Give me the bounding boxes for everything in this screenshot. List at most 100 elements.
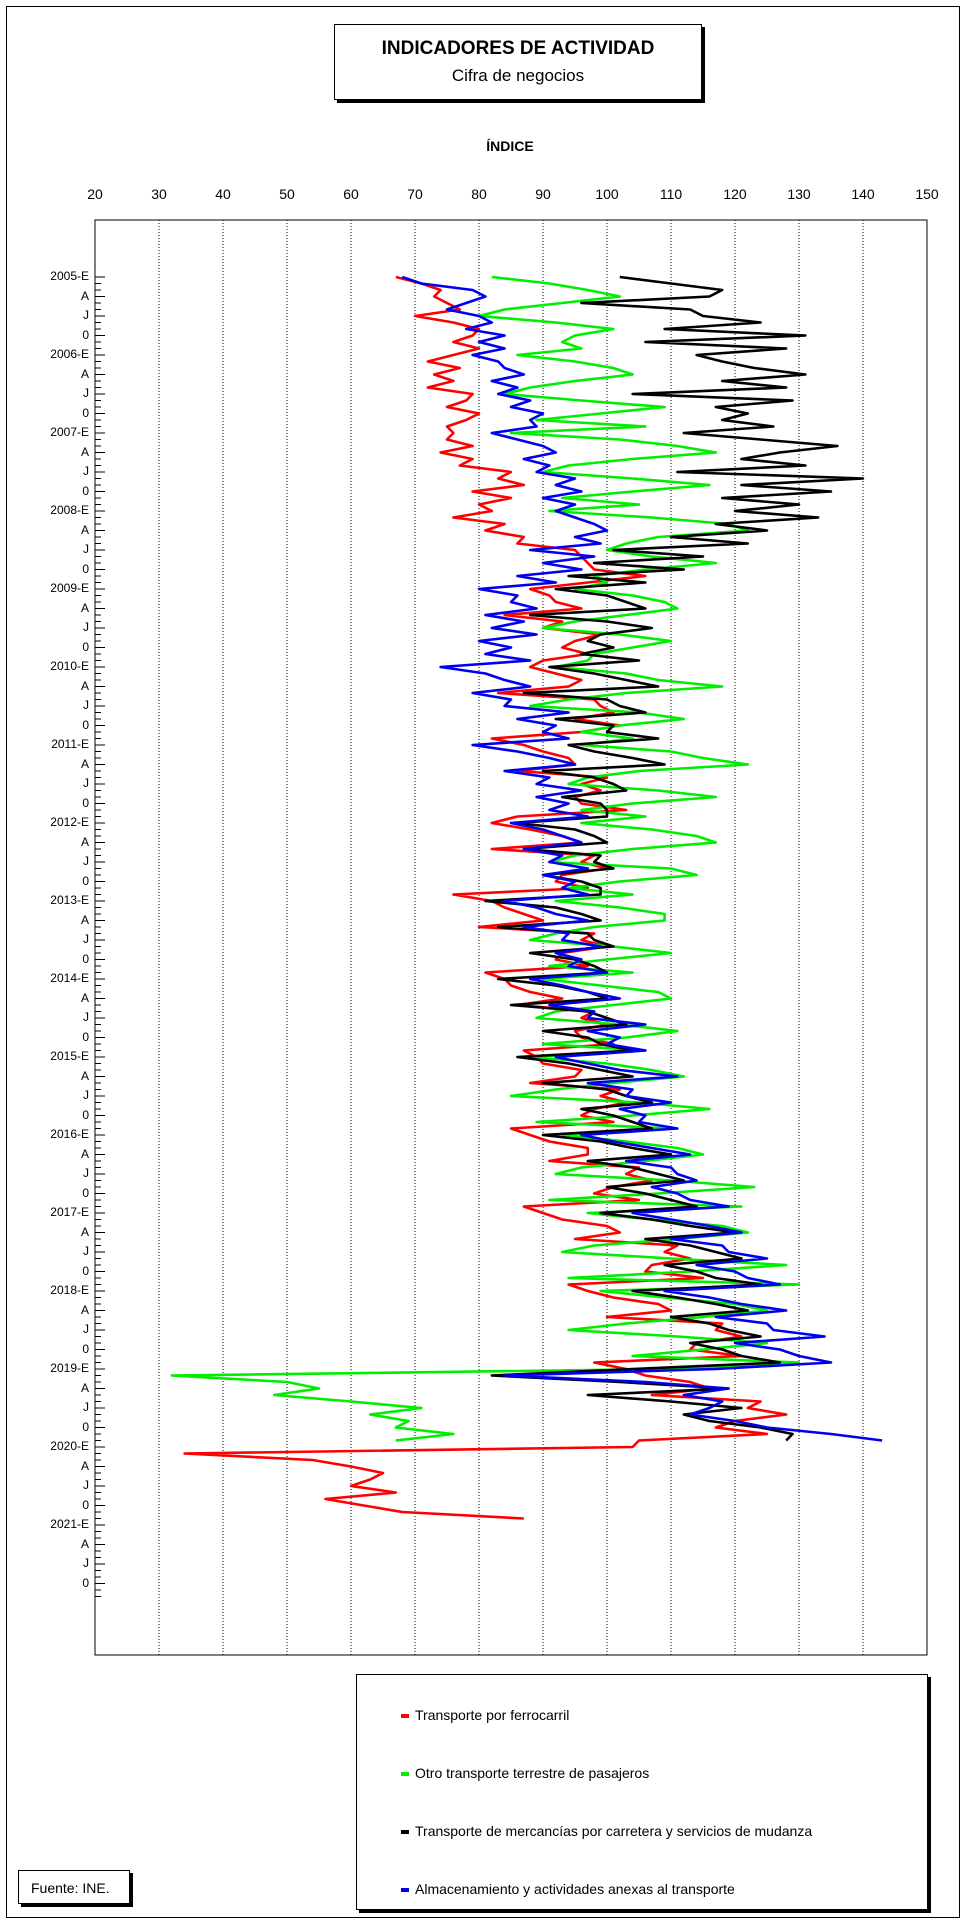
legend: Transporte por ferrocarril Otro transpor… — [356, 1674, 928, 1910]
y-tick-label: 2020-E — [50, 1439, 89, 1453]
y-tick-label: 0 — [82, 1263, 89, 1278]
legend-label: Almacenamiento y actividades anexas al t… — [415, 1881, 735, 1897]
x-tick-label: 80 — [471, 186, 487, 202]
y-tick-label: 2019-E — [50, 1361, 89, 1375]
y-tick-label: 2012-E — [50, 815, 89, 829]
y-tick-label: 0 — [82, 327, 89, 342]
y-tick-label: 0 — [82, 795, 89, 810]
y-tick-label: A — [80, 756, 89, 771]
x-tick-label: 70 — [407, 186, 423, 202]
y-tick-label: 0 — [82, 1029, 89, 1044]
y-tick-label: A — [80, 834, 89, 849]
y-tick-label: 0 — [82, 1497, 89, 1512]
legend-item-mercancias: Transporte de mercancías por carretera y… — [401, 1823, 812, 1839]
y-tick-label: 0 — [82, 639, 89, 654]
y-tick-label: 2018-E — [50, 1283, 89, 1297]
y-tick-label: A — [80, 522, 89, 537]
y-tick-label: 0 — [82, 717, 89, 732]
x-tick-label: 110 — [659, 186, 683, 202]
y-tick-label: A — [80, 1458, 89, 1473]
y-tick-label: 2006-E — [50, 347, 89, 361]
y-tick-label: J — [83, 1556, 89, 1570]
y-tick-label: 2014-E — [50, 971, 89, 985]
series-line-1 — [183, 275, 788, 1520]
x-tick-label: 30 — [151, 186, 167, 202]
y-tick-label: A — [80, 444, 89, 459]
y-tick-label: A — [80, 1302, 89, 1317]
y-tick-label: J — [83, 1244, 89, 1258]
y-tick-label: 2011-E — [51, 737, 89, 751]
y-tick-label: J — [83, 1400, 89, 1414]
y-tick-label: A — [80, 288, 89, 303]
y-tick-label: J — [83, 1322, 89, 1336]
y-tick-label: 0 — [82, 951, 89, 966]
y-tick-label: 2010-E — [50, 659, 89, 673]
x-tick-label: 90 — [535, 186, 551, 202]
y-tick-label: 0 — [82, 405, 89, 420]
y-tick-label: A — [80, 1146, 89, 1161]
series-line-4 — [401, 275, 883, 1442]
legend-item-almacenamiento: Almacenamiento y actividades anexas al t… — [401, 1881, 735, 1897]
y-tick-label: J — [83, 308, 89, 322]
x-tick-label: 20 — [87, 186, 103, 202]
x-tick-label: 120 — [723, 186, 747, 202]
y-tick-label: 0 — [82, 873, 89, 888]
y-tick-label: A — [80, 366, 89, 381]
y-tick-label: J — [83, 620, 89, 634]
y-tick-label: J — [83, 1478, 89, 1492]
y-tick-label: J — [83, 932, 89, 946]
y-tick-label: A — [80, 1224, 89, 1239]
y-tick-label: A — [80, 1068, 89, 1083]
y-tick-label: J — [83, 464, 89, 478]
plot-border — [94, 219, 928, 1656]
y-tick-label: 0 — [82, 1575, 89, 1590]
legend-swatch-blue — [401, 1888, 409, 1893]
y-tick-label: 2005-E — [50, 269, 89, 283]
y-tick-label: A — [80, 912, 89, 927]
x-tick-label: 130 — [787, 186, 811, 202]
y-tick-label: J — [83, 1166, 89, 1180]
y-tick-label: J — [83, 386, 89, 400]
y-tick-label: J — [83, 1010, 89, 1024]
y-tick-label: 0 — [82, 1341, 89, 1356]
y-tick-label: 2009-E — [50, 581, 89, 595]
y-tick-label: J — [83, 776, 89, 790]
series-line-2 — [170, 275, 801, 1442]
chart-title: INDICADORES DE ACTIVIDAD — [381, 38, 655, 59]
legend-item-ferrocarril: Transporte por ferrocarril — [401, 1707, 569, 1723]
y-tick-label: 2016-E — [50, 1127, 89, 1141]
y-tick-label: A — [80, 678, 89, 693]
y-tick-label: A — [80, 1536, 89, 1551]
legend-label: Otro transporte terrestre de pasajeros — [415, 1765, 650, 1781]
y-tick-label: A — [80, 990, 89, 1005]
y-tick-label: 2013-E — [50, 893, 89, 907]
legend-swatch-red — [401, 1714, 409, 1719]
source-note: Fuente: INE. — [18, 1870, 130, 1904]
series-line-3 — [484, 275, 865, 1442]
y-tick-label: J — [83, 854, 89, 868]
y-tick-label: 2015-E — [50, 1049, 89, 1063]
chart-subtitle: Cifra de negocios — [451, 66, 585, 85]
y-tick-label: 2021-E — [50, 1517, 89, 1531]
title-box: INDICADORES DE ACTIVIDAD Cifra de negoci… — [334, 24, 702, 100]
y-tick-label: A — [80, 1380, 89, 1395]
x-tick-label: 40 — [215, 186, 231, 202]
legend-label: Transporte por ferrocarril — [415, 1707, 570, 1723]
y-tick-label: 2007-E — [50, 425, 89, 439]
y-tick-label: A — [80, 600, 89, 615]
y-tick-label: 0 — [82, 561, 89, 576]
y-tick-label: 2008-E — [50, 503, 89, 517]
x-tick-label: 140 — [851, 186, 875, 202]
y-tick-label: 0 — [82, 483, 89, 498]
y-tick-label: J — [83, 1088, 89, 1102]
y-tick-label: 0 — [82, 1419, 89, 1434]
x-tick-label: 150 — [915, 186, 939, 202]
y-tick-label: J — [83, 542, 89, 556]
x-axis-title: ÍNDICE — [486, 138, 534, 154]
y-tick-label: 2017-E — [50, 1205, 89, 1219]
legend-swatch-black — [401, 1830, 409, 1835]
x-tick-label: 100 — [595, 186, 619, 202]
legend-label: Transporte de mercancías por carretera y… — [415, 1823, 813, 1839]
y-tick-label: J — [83, 698, 89, 712]
